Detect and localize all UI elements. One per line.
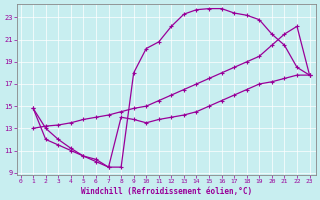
X-axis label: Windchill (Refroidissement éolien,°C): Windchill (Refroidissement éolien,°C)	[81, 187, 252, 196]
